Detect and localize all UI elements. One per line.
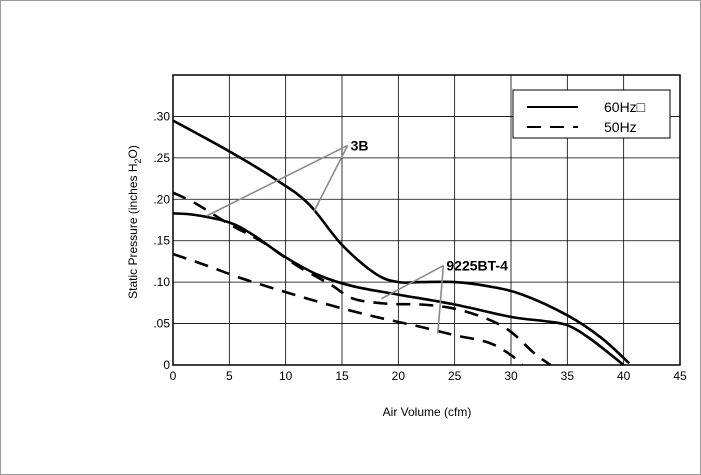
curve-9225bt-4-60hz xyxy=(172,212,625,367)
y-tick-label: .10 xyxy=(153,275,170,289)
x-tick-labels: 0 5 10 15 20 25 30 35 40 45 xyxy=(170,369,687,383)
legend-label-60hz: 60Hz□ xyxy=(604,99,646,115)
x-tick-label: 35 xyxy=(561,369,575,383)
x-tick-label: 30 xyxy=(504,369,518,383)
x-tick-label: 20 xyxy=(392,369,406,383)
x-axis-label: Air Volume (cfm) xyxy=(383,405,472,419)
y-tick-label: .20 xyxy=(153,192,170,206)
y-tick-labels: 0 .05 .10 .15 .20 .25 .30 xyxy=(153,109,170,372)
y-tick-label: .25 xyxy=(153,151,170,165)
plot-area-border xyxy=(172,74,681,366)
x-tick-label: 5 xyxy=(226,369,233,383)
annotation-label: 9225BT-4 xyxy=(446,258,508,274)
curve-3b-60hz xyxy=(172,119,631,365)
x-tick-label: 45 xyxy=(673,369,687,383)
legend-label-50hz: 50Hz xyxy=(604,119,637,135)
annotation-leader xyxy=(436,265,445,334)
y-tick-label: 0 xyxy=(163,358,170,372)
legend-box xyxy=(512,89,671,139)
curves xyxy=(172,119,631,367)
y-axis-label: Static Pressure (inches H2O) xyxy=(126,145,143,299)
y-tick-label: .30 xyxy=(153,109,170,123)
x-tick-label: 10 xyxy=(279,369,293,383)
y-tick-label: .15 xyxy=(153,234,170,248)
annotation-leader xyxy=(381,264,444,300)
y-axis-label-subscript: 2 xyxy=(133,158,143,163)
y-tick-label: .05 xyxy=(153,317,170,331)
legend: 60Hz□ 50Hz xyxy=(512,89,671,139)
annotation-label: 3B xyxy=(351,137,369,153)
x-tick-label: 25 xyxy=(448,369,462,383)
x-tick-label: 0 xyxy=(170,369,177,383)
annotation-leader xyxy=(206,144,348,217)
annotations: 3B 9225BT-4 xyxy=(206,137,508,334)
curve-3b-50hz xyxy=(172,191,552,367)
annotation-leader xyxy=(313,145,349,213)
curve-9225bt-4-50hz xyxy=(172,252,524,366)
x-tick-label: 15 xyxy=(335,369,349,383)
x-tick-label: 40 xyxy=(617,369,631,383)
